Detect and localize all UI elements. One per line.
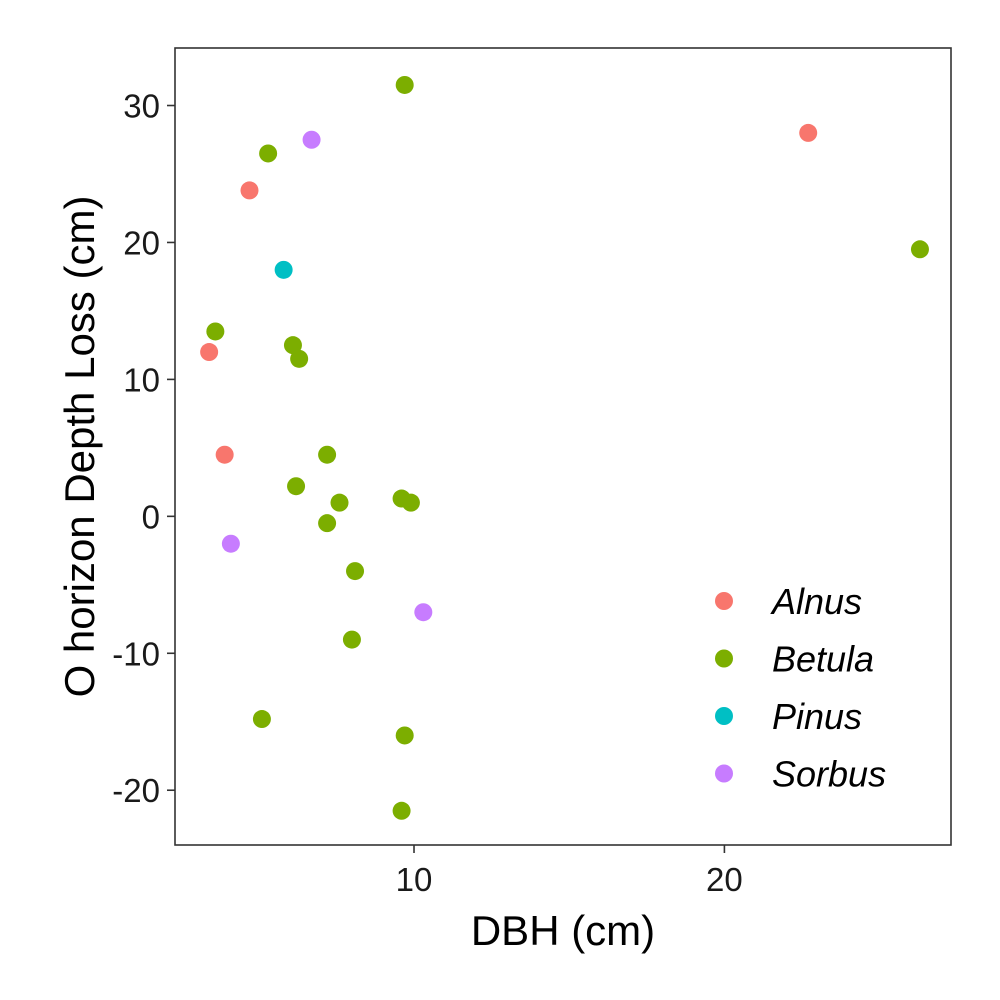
legend-label-alnus: Alnus [770, 581, 862, 622]
point-betula [392, 801, 411, 820]
point-betula [318, 514, 337, 533]
legend-key-alnus [715, 592, 733, 610]
point-sorbus [414, 603, 433, 622]
legend: Alnus Betula Pinus Sorbus [715, 581, 886, 795]
y-tick-label: 0 [142, 498, 160, 535]
point-alnus [200, 343, 219, 362]
y-tick-label: -20 [112, 772, 160, 809]
point-betula [283, 336, 302, 355]
point-sorbus [302, 130, 321, 149]
x-tick-label: 10 [396, 861, 433, 898]
point-betula [330, 493, 349, 512]
legend-label-betula: Betula [772, 639, 874, 680]
data-points [200, 75, 929, 820]
y-tick-label: 30 [123, 88, 160, 125]
y-axis-title: O horizon Depth Loss (cm) [56, 196, 103, 698]
x-axis-title: DBH (cm) [471, 907, 655, 954]
legend-label-pinus: Pinus [772, 696, 862, 737]
point-betula [395, 75, 414, 94]
plot-panel-border [174, 47, 952, 846]
legend-key-betula [715, 649, 733, 668]
x-tick-label: 20 [706, 861, 743, 898]
legend-key-sorbus [715, 764, 733, 783]
point-betula [287, 477, 306, 496]
point-betula [342, 630, 361, 649]
point-alnus [215, 445, 234, 464]
point-betula [401, 493, 420, 512]
legend-label-sorbus: Sorbus [772, 754, 886, 795]
point-sorbus [221, 534, 240, 553]
point-betula [206, 322, 225, 341]
point-alnus [799, 123, 818, 142]
y-tick-label: 10 [123, 361, 160, 398]
point-betula [318, 445, 337, 464]
y-tick-label: 20 [123, 224, 160, 261]
y-tick-label: -10 [112, 635, 160, 672]
point-betula [290, 349, 309, 368]
point-alnus [240, 181, 259, 200]
point-betula [252, 710, 271, 729]
axis-ticks: -20 -10 0 10 20 30 10 20 [112, 88, 742, 898]
legend-key-pinus [715, 707, 733, 725]
point-betula [346, 562, 365, 581]
point-betula [910, 240, 929, 259]
point-pinus [274, 260, 293, 279]
point-betula [395, 726, 414, 745]
point-betula [259, 144, 278, 163]
